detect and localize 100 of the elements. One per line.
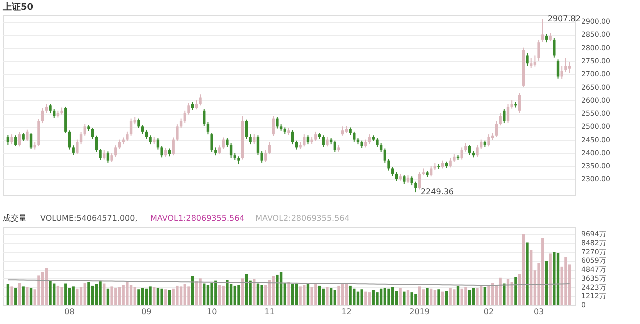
bar [280, 272, 283, 305]
bar [430, 288, 433, 305]
bar [30, 288, 33, 305]
candlestick [126, 131, 129, 142]
bar [526, 242, 529, 305]
bar [406, 290, 410, 305]
candlestick [449, 158, 452, 168]
candlestick [342, 126, 344, 136]
bar [368, 292, 372, 305]
bar [418, 286, 422, 305]
chart-title: 上证50 [2, 2, 34, 13]
candlestick [368, 134, 372, 145]
bar [318, 286, 322, 305]
candlestick [388, 158, 390, 172]
candlestick [499, 113, 502, 126]
bar [564, 257, 568, 305]
bar [414, 294, 418, 305]
candlestick [326, 136, 329, 148]
candlestick [253, 134, 256, 145]
bar [460, 288, 464, 305]
bar [241, 278, 244, 305]
candlestick [95, 135, 98, 153]
bar [18, 283, 22, 305]
candlestick [10, 134, 14, 146]
bar [388, 288, 390, 305]
bar [403, 292, 406, 305]
candlestick [199, 94, 202, 106]
bar [326, 287, 329, 305]
candlestick [476, 144, 479, 158]
candlestick [230, 142, 233, 159]
bar [114, 288, 118, 305]
bar [299, 286, 302, 305]
bar [156, 288, 160, 305]
chart-title: 成交量 [3, 214, 27, 223]
bar [553, 252, 556, 305]
bar [80, 287, 83, 305]
candlestick [18, 132, 22, 148]
bar [356, 292, 360, 305]
bar [153, 287, 156, 305]
bar [164, 290, 168, 305]
candlestick [49, 104, 52, 114]
x-tick-label: 03 [534, 308, 544, 316]
bar [268, 280, 272, 305]
bar [442, 292, 444, 305]
x-tick-label: 02 [484, 308, 494, 316]
candlestick [303, 134, 306, 148]
candlestick [568, 62, 572, 74]
bar [91, 286, 94, 305]
candlestick [503, 108, 506, 124]
bar [88, 282, 90, 305]
candlestick [6, 134, 10, 146]
candlestick [430, 166, 433, 178]
candlestick [38, 118, 40, 147]
bar [392, 287, 394, 305]
bar [222, 286, 225, 305]
bar [472, 288, 475, 305]
bar [338, 286, 340, 305]
bar [68, 288, 72, 305]
bar [141, 288, 144, 305]
bar [210, 283, 214, 305]
bar [145, 288, 148, 305]
bar [349, 286, 352, 305]
bar [330, 288, 333, 305]
candlestick [488, 134, 490, 148]
bar [138, 290, 140, 305]
bar [168, 290, 172, 305]
candlestick [188, 102, 190, 116]
bar [292, 284, 294, 305]
bar [372, 290, 375, 305]
bar [426, 288, 429, 305]
candlestick [64, 106, 68, 134]
bar [345, 284, 348, 305]
candlestick [210, 132, 214, 153]
bar [464, 287, 468, 305]
x-tick-label: 09 [142, 308, 152, 316]
bar [503, 284, 506, 305]
bar [60, 287, 64, 305]
bar [134, 287, 136, 305]
candlestick [41, 108, 44, 124]
candlestick [564, 58, 568, 73]
candlestick [268, 142, 272, 156]
bar [22, 286, 25, 305]
annotation: 2907.82 [548, 14, 581, 24]
bar [360, 290, 364, 305]
bar [410, 292, 414, 305]
bar [456, 286, 460, 305]
bar [214, 280, 218, 305]
text: VOLUME:54064571.000, [40, 214, 138, 223]
bar [256, 284, 260, 305]
bar [6, 284, 10, 305]
candlestick [256, 135, 260, 156]
bar [384, 288, 387, 305]
bar [322, 288, 325, 305]
candlestick [84, 124, 86, 136]
bar [306, 284, 310, 305]
bar [238, 285, 240, 305]
bar [556, 253, 560, 305]
bar [160, 288, 164, 305]
bar [545, 261, 548, 305]
bar [199, 278, 202, 305]
